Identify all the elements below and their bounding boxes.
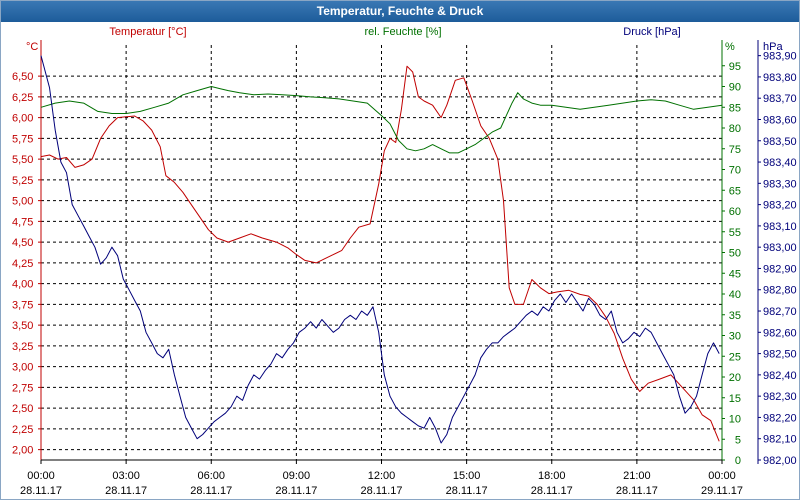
x-tick-time-label: 12:00: [368, 470, 396, 482]
pressure-tick-label: 983,90: [763, 51, 797, 63]
x-tick-date-label: 28.11.17: [20, 485, 62, 497]
humidity-series-line: [40, 86, 723, 154]
temperature-tick-label: 3,75: [12, 299, 33, 311]
x-tick-date-label: 28.11.17: [275, 485, 317, 497]
humidity-tick-label: 5: [735, 434, 741, 446]
x-tick-time-label: 00:00: [708, 470, 736, 482]
humidity-tick-label: 75: [729, 144, 741, 156]
pressure-tick-label: 983,70: [763, 93, 797, 105]
temperature-tick-label: 2,25: [12, 424, 33, 436]
pressure-tick-label: 983,30: [763, 178, 797, 190]
humidity-tick-label: 35: [729, 310, 741, 322]
humidity-tick-label: 90: [729, 82, 741, 94]
pressure-tick-label: 982,10: [763, 434, 797, 446]
x-tick-time-label: 06:00: [197, 470, 225, 482]
humidity-tick-label: 55: [729, 227, 741, 239]
pressure-tick-label: 983,60: [763, 114, 797, 126]
humidity-tick-label: 15: [729, 393, 741, 405]
temperature-tick-label: 3,50: [12, 320, 33, 332]
temperature-tick-label: 2,00: [12, 445, 33, 457]
pressure-axis-header: Druck [hPa]: [623, 26, 680, 38]
temperature-tick-label: 3,00: [12, 362, 33, 374]
temperature-series-line: [40, 65, 720, 442]
x-tick-date-label: 29.11.17: [701, 485, 743, 497]
temperature-tick-label: 2,75: [12, 382, 33, 394]
x-tick-time-label: 03:00: [112, 470, 140, 482]
pressure-tick-label: 982,90: [763, 263, 797, 275]
pressure-tick-label: 982,20: [763, 412, 797, 424]
pressure-tick-label: 983,40: [763, 157, 797, 169]
temperature-tick-label: 4,00: [12, 279, 33, 291]
temperature-tick-label: 5,75: [12, 133, 33, 145]
humidity-tick-label: 65: [729, 185, 741, 197]
pressure-tick-label: 983,20: [763, 200, 797, 212]
pressure-tick-label: 982,70: [763, 306, 797, 318]
x-tick-time-label: 15:00: [453, 470, 481, 482]
pressure-unit-label: hPa: [763, 41, 783, 53]
x-tick-date-label: 28.11.17: [360, 485, 402, 497]
pressure-tick-label: 982,40: [763, 370, 797, 382]
humidity-unit-label: %: [725, 41, 735, 53]
humidity-tick-label: 30: [729, 331, 741, 343]
pressure-tick-label: 982,80: [763, 285, 797, 297]
humidity-tick-label: 70: [729, 165, 741, 177]
humidity-tick-label: 85: [729, 102, 741, 114]
temperature-tick-label: 6,25: [12, 92, 33, 104]
pressure-tick-label: 983,50: [763, 136, 797, 148]
x-tick-date-label: 28.11.17: [190, 485, 232, 497]
temperature-tick-label: 6,00: [12, 113, 33, 125]
humidity-tick-label: 60: [729, 206, 741, 218]
humidity-tick-label: 40: [729, 289, 741, 301]
x-tick-time-label: 18:00: [538, 470, 566, 482]
humidity-tick-label: 10: [729, 414, 741, 426]
pressure-tick-label: 983,10: [763, 221, 797, 233]
temperature-tick-label: 4,25: [12, 258, 33, 270]
temperature-unit-label: °C: [26, 41, 38, 53]
temperature-axis-header: Temperatur [°C]: [109, 26, 186, 38]
x-tick-date-label: 28.11.17: [616, 485, 658, 497]
temperature-tick-label: 4,75: [12, 216, 33, 228]
pressure-tick-label: 982,30: [763, 391, 797, 403]
humidity-axis-header: rel. Feuchte [%]: [364, 26, 441, 38]
temperature-tick-label: 3,25: [12, 341, 33, 353]
x-tick-date-label: 28.11.17: [446, 485, 488, 497]
x-tick-date-label: 28.11.17: [531, 485, 573, 497]
temperature-tick-label: 2,50: [12, 403, 33, 415]
humidity-tick-label: 25: [729, 351, 741, 363]
pressure-tick-label: 982,50: [763, 349, 797, 361]
humidity-tick-label: 95: [729, 61, 741, 73]
temperature-tick-label: 5,50: [12, 154, 33, 166]
x-tick-date-label: 28.11.17: [105, 485, 147, 497]
humidity-tick-label: 50: [729, 248, 741, 260]
humidity-tick-label: 20: [729, 372, 741, 384]
temperature-tick-label: 4,50: [12, 237, 33, 249]
pressure-tick-label: 982,60: [763, 327, 797, 339]
pressure-series-line: [40, 55, 720, 444]
x-tick-time-label: 21:00: [623, 470, 651, 482]
humidity-tick-label: 45: [729, 268, 741, 280]
humidity-tick-label: 80: [729, 123, 741, 135]
pressure-tick-label: 983,80: [763, 72, 797, 84]
temperature-tick-label: 6,50: [12, 71, 33, 83]
temperature-tick-label: 5,25: [12, 175, 33, 187]
x-tick-time-label: 09:00: [283, 470, 311, 482]
pressure-tick-label: 982,00: [763, 455, 797, 467]
chart-title: Temperatur, Feuchte & Druck: [1, 1, 799, 22]
x-tick-time-label: 00:00: [27, 470, 55, 482]
humidity-tick-label: 0: [735, 455, 741, 467]
pressure-tick-label: 983,00: [763, 242, 797, 254]
temperature-tick-label: 5,00: [12, 196, 33, 208]
